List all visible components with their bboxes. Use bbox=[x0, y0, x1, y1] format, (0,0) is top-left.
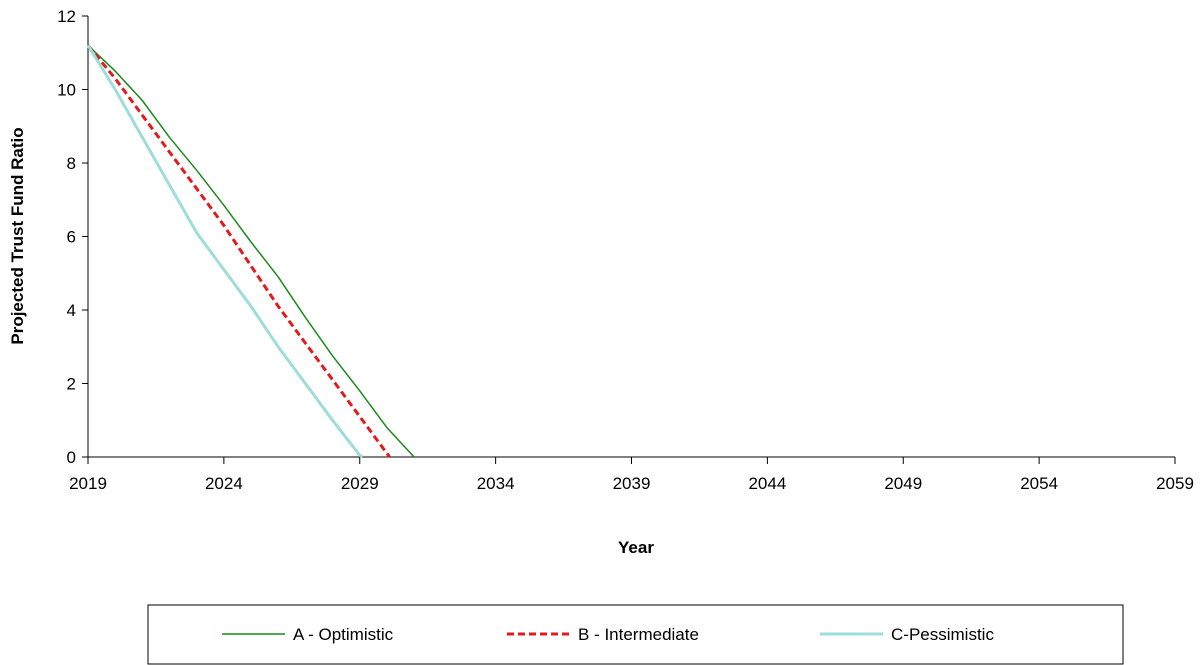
y-tick-label: 2 bbox=[67, 375, 76, 394]
y-tick-label: 4 bbox=[67, 301, 76, 320]
y-tick-label: 6 bbox=[67, 228, 76, 247]
series-line-2 bbox=[88, 45, 390, 457]
x-tick-label: 2049 bbox=[884, 474, 922, 493]
legend-label-1: A - Optimistic bbox=[293, 625, 394, 644]
y-tick-label: 8 bbox=[67, 154, 76, 173]
x-tick-label: 2044 bbox=[748, 474, 786, 493]
x-tick-label: 2029 bbox=[341, 474, 379, 493]
y-axis-title: Projected Trust Fund Ratio bbox=[8, 127, 27, 344]
y-tick-label: 12 bbox=[57, 7, 76, 26]
x-tick-label: 2024 bbox=[205, 474, 243, 493]
x-axis-title: Year bbox=[618, 538, 654, 557]
x-tick-label: 2059 bbox=[1156, 474, 1194, 493]
axes: 0 2 4 6 8 10 12 2019 2024 2029 2034 2039 2044 2049 205… bbox=[57, 7, 1194, 493]
x-tick-label: 2034 bbox=[477, 474, 515, 493]
y-tick-label: 0 bbox=[67, 448, 76, 467]
series-lines bbox=[88, 45, 414, 457]
legend: A - Optimistic B - Intermediate C-Pessimis… bbox=[148, 605, 1123, 664]
legend-label-3: C-Pessimistic bbox=[891, 625, 994, 644]
x-tick-label: 2054 bbox=[1020, 474, 1058, 493]
series-line-3 bbox=[88, 45, 363, 457]
y-tick-label: 10 bbox=[57, 81, 76, 100]
x-tick-label: 2019 bbox=[69, 474, 107, 493]
legend-label-2: B - Intermediate bbox=[578, 625, 699, 644]
x-tick-label: 2039 bbox=[613, 474, 651, 493]
